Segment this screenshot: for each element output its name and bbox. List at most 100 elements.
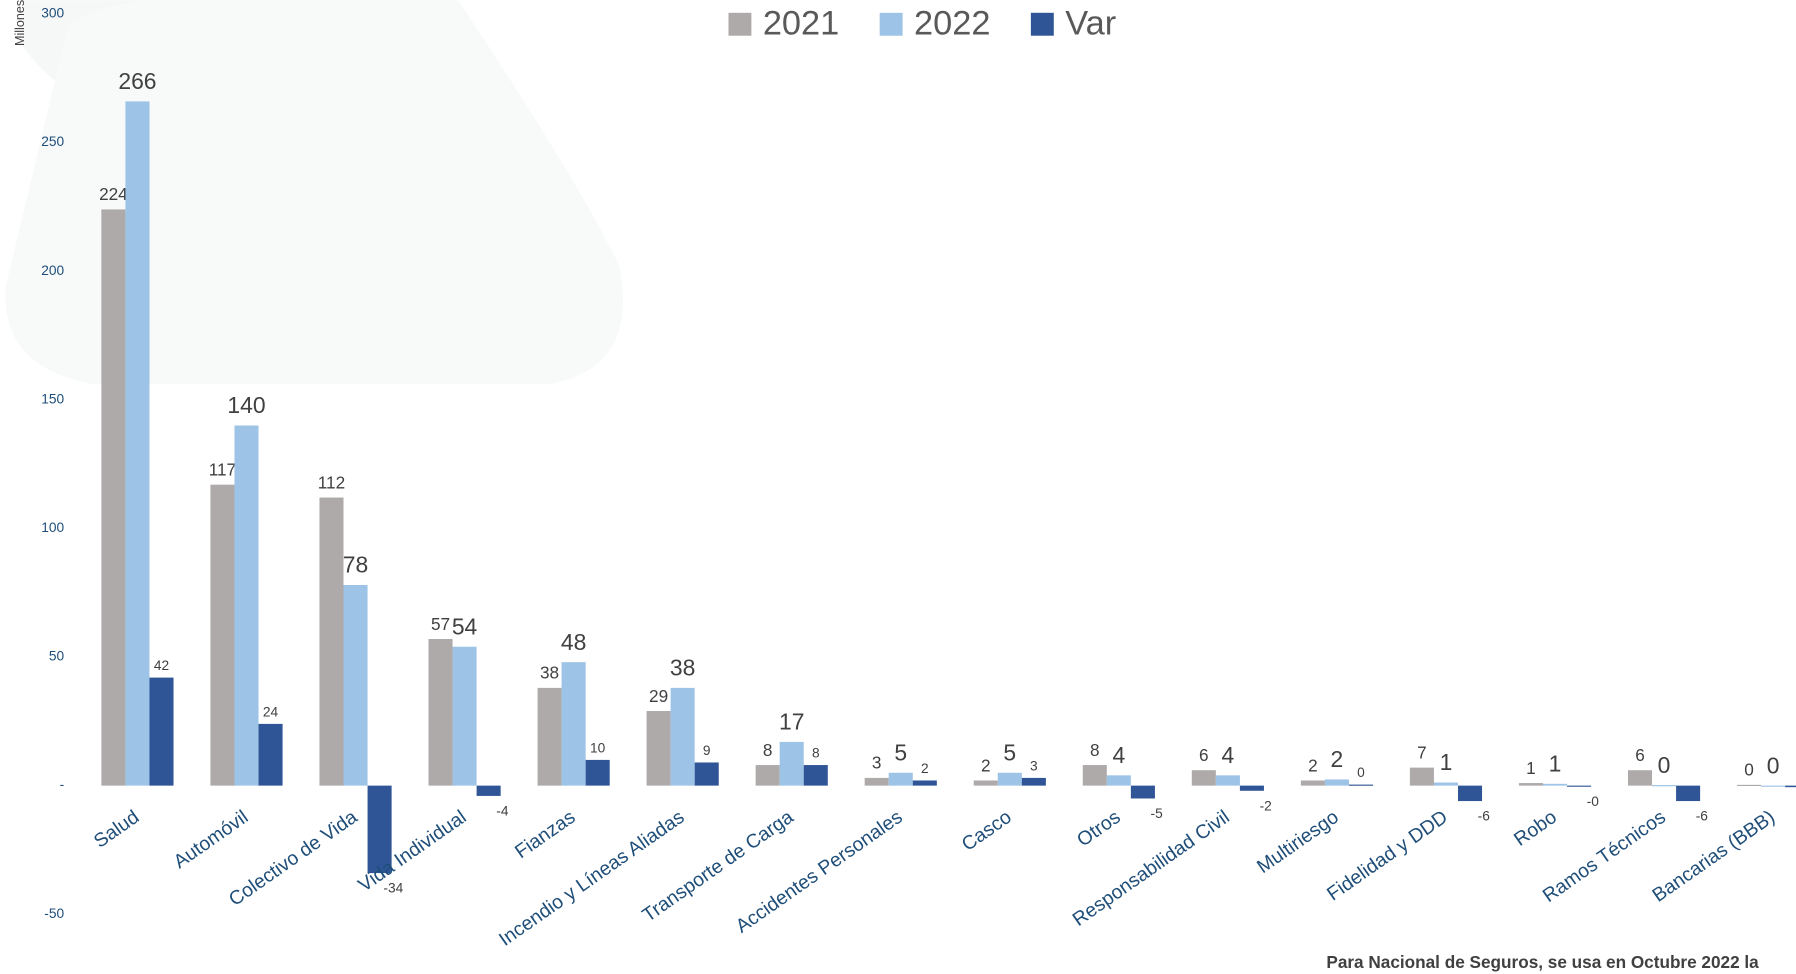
bar <box>1627 770 1653 786</box>
data-label: 8 <box>763 740 773 760</box>
bar <box>343 584 368 786</box>
bar <box>1130 785 1155 799</box>
bar <box>803 765 828 786</box>
data-label: 7 <box>1417 742 1427 762</box>
data-label: -6 <box>1696 809 1709 824</box>
bar <box>912 780 937 786</box>
bar <box>1021 777 1046 786</box>
legend-label: 2021 <box>763 4 839 42</box>
bar <box>973 780 998 786</box>
x-tick-label: Automóvil <box>170 806 253 873</box>
bar <box>1433 782 1458 786</box>
data-label: 2 <box>1308 755 1318 775</box>
legend-label: 2022 <box>914 4 990 42</box>
x-tick-label: Salud <box>90 806 143 853</box>
data-label: -4 <box>496 804 509 819</box>
data-label: 2 <box>1331 746 1344 772</box>
y-tick-label: -50 <box>44 906 64 921</box>
bar <box>1106 775 1131 786</box>
y-axis-label: Millones <box>13 0 27 46</box>
bar <box>1761 785 1786 787</box>
bar <box>234 425 259 786</box>
x-tick-label: Bancarias (BBB) <box>1648 806 1778 907</box>
data-label: 6 <box>1635 745 1645 765</box>
data-label: 0 <box>1767 752 1780 778</box>
data-label: 140 <box>227 392 265 418</box>
bar <box>1676 785 1701 802</box>
data-label: 0 <box>1744 760 1754 780</box>
data-label: 2 <box>981 755 991 775</box>
bar <box>646 711 671 786</box>
data-label: 48 <box>561 629 586 655</box>
bar <box>755 765 780 786</box>
y-tick-label: 100 <box>41 520 64 535</box>
data-label: 8 <box>812 746 820 761</box>
bar <box>452 646 477 786</box>
data-label: 10 <box>590 741 606 756</box>
y-tick-label: - <box>60 777 65 792</box>
data-label: -0 <box>1587 794 1600 809</box>
y-tick-label: 150 <box>41 391 64 406</box>
legend-swatch <box>1030 12 1054 36</box>
data-label: 8 <box>1090 740 1100 760</box>
data-label: 3 <box>872 753 882 773</box>
bar <box>1239 785 1264 791</box>
bar <box>1215 775 1240 786</box>
bar <box>476 785 501 796</box>
data-label: 0 <box>1658 752 1671 778</box>
bar <box>367 785 392 874</box>
decor-shape <box>5 0 624 384</box>
bar <box>864 777 889 786</box>
y-tick-label: 300 <box>41 6 64 21</box>
y-tick-label: 250 <box>41 134 64 149</box>
data-label: 224 <box>99 184 128 204</box>
data-label: 17 <box>779 709 804 735</box>
data-label: 38 <box>670 655 695 681</box>
data-label: 38 <box>540 663 559 683</box>
x-tick-label: Incendio y Líneas Aliadas <box>495 806 689 951</box>
bar <box>1518 783 1543 786</box>
bar <box>1324 779 1349 786</box>
bar <box>997 772 1022 786</box>
data-label: 4 <box>1222 742 1235 768</box>
data-label: 4 <box>1112 742 1125 768</box>
bar <box>319 497 344 786</box>
background-decoration <box>5 0 624 384</box>
data-label: 5 <box>894 739 907 765</box>
data-label: -2 <box>1260 798 1272 813</box>
bar <box>585 759 610 786</box>
bar <box>779 741 804 786</box>
data-label: 6 <box>1199 745 1209 765</box>
bar <box>1542 783 1568 786</box>
bar <box>101 209 126 786</box>
bar <box>149 677 174 786</box>
data-label: 3 <box>1030 759 1038 774</box>
bar <box>210 484 235 786</box>
bar <box>694 762 719 786</box>
bar <box>1082 765 1107 786</box>
data-label: -5 <box>1151 806 1164 821</box>
bar <box>1191 770 1216 786</box>
bar <box>1567 785 1592 787</box>
data-label: -6 <box>1478 809 1491 824</box>
data-label: 29 <box>649 686 668 706</box>
bar <box>1785 785 1796 788</box>
bar <box>561 662 586 786</box>
x-tick-label: Fianzas <box>511 806 580 863</box>
bar <box>1457 785 1483 802</box>
data-label: 78 <box>343 552 368 578</box>
data-label: 42 <box>154 658 169 673</box>
bar <box>1652 785 1677 787</box>
data-label: 1 <box>1549 751 1562 777</box>
data-label: 57 <box>431 614 450 634</box>
x-tick-label: Fidelidad y DDD <box>1323 806 1452 905</box>
bar <box>428 639 453 786</box>
legend-label: Var <box>1065 4 1116 42</box>
data-label: 266 <box>118 68 156 94</box>
data-label: 9 <box>703 743 711 758</box>
data-label: 1 <box>1526 758 1536 778</box>
footnote: Para Nacional de Seguros, se usa en Octu… <box>1326 952 1759 972</box>
x-tick-label: Multiriesgo <box>1253 806 1343 878</box>
